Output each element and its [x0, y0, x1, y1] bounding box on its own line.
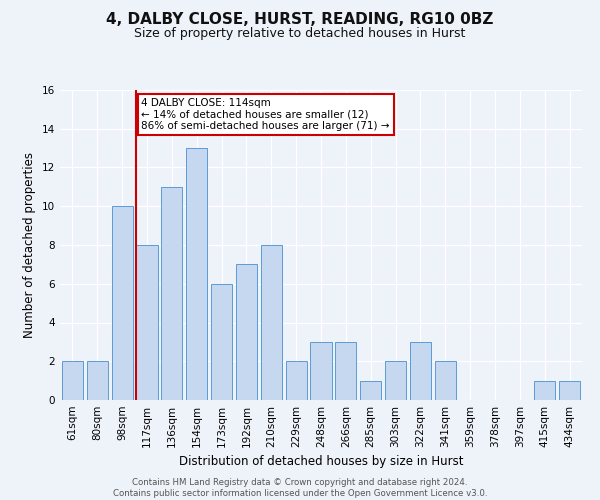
- Text: 4 DALBY CLOSE: 114sqm
← 14% of detached houses are smaller (12)
86% of semi-deta: 4 DALBY CLOSE: 114sqm ← 14% of detached …: [142, 98, 390, 131]
- Bar: [385, 361, 406, 400]
- Bar: [335, 342, 356, 400]
- Bar: [136, 245, 158, 400]
- Bar: [534, 380, 555, 400]
- Bar: [310, 342, 332, 400]
- Bar: [62, 361, 83, 400]
- Text: 4, DALBY CLOSE, HURST, READING, RG10 0BZ: 4, DALBY CLOSE, HURST, READING, RG10 0BZ: [106, 12, 494, 28]
- Text: Contains HM Land Registry data © Crown copyright and database right 2024.
Contai: Contains HM Land Registry data © Crown c…: [113, 478, 487, 498]
- Bar: [261, 245, 282, 400]
- Bar: [559, 380, 580, 400]
- X-axis label: Distribution of detached houses by size in Hurst: Distribution of detached houses by size …: [179, 456, 463, 468]
- Y-axis label: Number of detached properties: Number of detached properties: [23, 152, 37, 338]
- Bar: [211, 284, 232, 400]
- Bar: [286, 361, 307, 400]
- Bar: [186, 148, 207, 400]
- Bar: [112, 206, 133, 400]
- Text: Size of property relative to detached houses in Hurst: Size of property relative to detached ho…: [134, 28, 466, 40]
- Bar: [236, 264, 257, 400]
- Bar: [360, 380, 381, 400]
- Bar: [410, 342, 431, 400]
- Bar: [435, 361, 456, 400]
- Bar: [87, 361, 108, 400]
- Bar: [161, 187, 182, 400]
